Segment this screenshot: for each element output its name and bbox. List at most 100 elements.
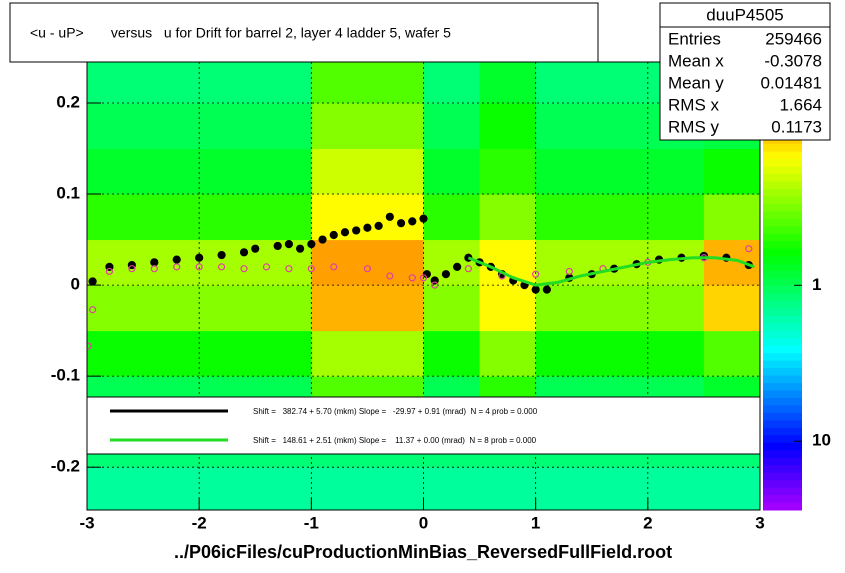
legend-label: Shift = 382.74 + 5.70 (mkm) Slope = -29.…	[253, 407, 538, 416]
profile-open-point	[128, 265, 136, 273]
heat-cell	[423, 467, 481, 510]
color-bar-step	[763, 181, 802, 190]
heat-cell	[535, 102, 593, 150]
heat-cell	[311, 194, 368, 241]
y-tick-label: 0.1	[56, 184, 80, 203]
stats-title: duuP4505	[706, 5, 784, 24]
heat-cell	[255, 102, 312, 150]
heat-cell	[591, 194, 649, 241]
heat-cell	[199, 148, 256, 195]
heat-cell	[535, 148, 593, 195]
heat-cell	[255, 194, 312, 241]
color-bar-step	[763, 368, 802, 377]
heat-cell	[703, 194, 760, 241]
profile-point	[531, 285, 540, 294]
profile-point	[296, 244, 305, 253]
legend-label: Shift = 148.61 + 2.51 (mkm) Slope = 11.3…	[253, 436, 537, 445]
profile-open-point	[431, 281, 439, 289]
x-axis-label: ../P06icFiles/cuProductionMinBias_Revers…	[174, 542, 672, 562]
color-bar-step	[763, 256, 802, 265]
heatmap	[87, 62, 760, 510]
color-bar-step	[763, 271, 802, 280]
profile-open-point	[262, 263, 271, 271]
profile-point	[273, 241, 282, 251]
heat-cell	[535, 467, 593, 510]
color-bar-step	[763, 218, 802, 227]
heat-cell	[199, 285, 256, 332]
heat-cell	[535, 62, 593, 104]
heat-cell	[87, 285, 144, 332]
color-bar-step	[763, 398, 802, 406]
stats-label: Mean x	[668, 51, 724, 70]
x-tick-label: -2	[192, 513, 207, 532]
profile-point	[340, 228, 350, 237]
heat-cell	[479, 330, 537, 377]
heat-cell	[591, 148, 649, 195]
color-bar-step	[763, 174, 802, 182]
profile-point	[385, 212, 394, 221]
x-tick-label: -3	[79, 513, 94, 532]
heat-cell	[143, 102, 200, 150]
heat-cell	[479, 285, 537, 332]
profile-point	[408, 217, 417, 226]
heat-cell	[479, 148, 537, 195]
color-bar-step	[763, 188, 802, 197]
profile-open-point	[195, 263, 203, 271]
profile-point	[396, 219, 406, 228]
color-bar-step	[763, 196, 802, 205]
heat-cell	[367, 62, 424, 104]
heat-cell	[367, 330, 424, 377]
heat-cell	[199, 330, 256, 377]
heat-cell	[143, 330, 200, 377]
profile-point	[172, 255, 181, 264]
legend: Shift = 382.74 + 5.70 (mkm) Slope = -29.…	[86, 396, 761, 455]
heat-cell	[311, 148, 368, 195]
heat-cell	[311, 239, 368, 286]
color-bar-step	[763, 159, 802, 168]
profile-point	[251, 244, 260, 253]
heat-cell	[703, 148, 760, 195]
stats-label: Mean y	[668, 73, 724, 92]
color-bar-step	[763, 323, 802, 332]
heat-cell	[703, 285, 760, 332]
heat-cell	[367, 194, 424, 241]
profile-point	[150, 258, 159, 267]
profile-open-point	[363, 265, 372, 273]
heat-cell	[591, 285, 649, 332]
heat-cell	[591, 467, 649, 510]
color-bar-step	[763, 338, 802, 347]
profile-point	[195, 253, 204, 262]
heat-cell	[367, 102, 424, 150]
heat-cell	[703, 330, 760, 377]
color-bar-step	[763, 144, 802, 153]
heat-cell	[143, 467, 200, 510]
stats-value: -0.3078	[764, 51, 822, 70]
heat-cell	[647, 467, 705, 510]
profile-open-point	[105, 267, 114, 276]
color-bar-step	[763, 136, 802, 145]
profile-open-point	[464, 265, 472, 273]
heat-cell	[87, 102, 144, 150]
stats-value: 1.664	[779, 95, 822, 114]
stats-label: RMS x	[668, 95, 720, 114]
fit-line	[467, 256, 755, 287]
profile-open-point	[173, 263, 181, 271]
profile-point	[239, 248, 249, 257]
heat-cell	[535, 330, 593, 377]
heat-cell	[199, 239, 256, 286]
color-bar-step	[763, 465, 802, 474]
profile-point	[453, 262, 462, 271]
legend-box	[86, 396, 761, 455]
heat-cell	[367, 467, 424, 510]
heat-cell	[367, 239, 424, 286]
color-bar-step	[763, 435, 802, 444]
color-bar-step	[763, 427, 802, 436]
heat-cell	[87, 330, 144, 377]
profile-point	[441, 270, 451, 279]
profile-open-point	[330, 263, 338, 271]
profile-open-point	[532, 270, 540, 278]
heat-cell	[311, 330, 368, 377]
heat-cell	[535, 239, 593, 286]
x-tick-label: 1	[531, 513, 540, 532]
